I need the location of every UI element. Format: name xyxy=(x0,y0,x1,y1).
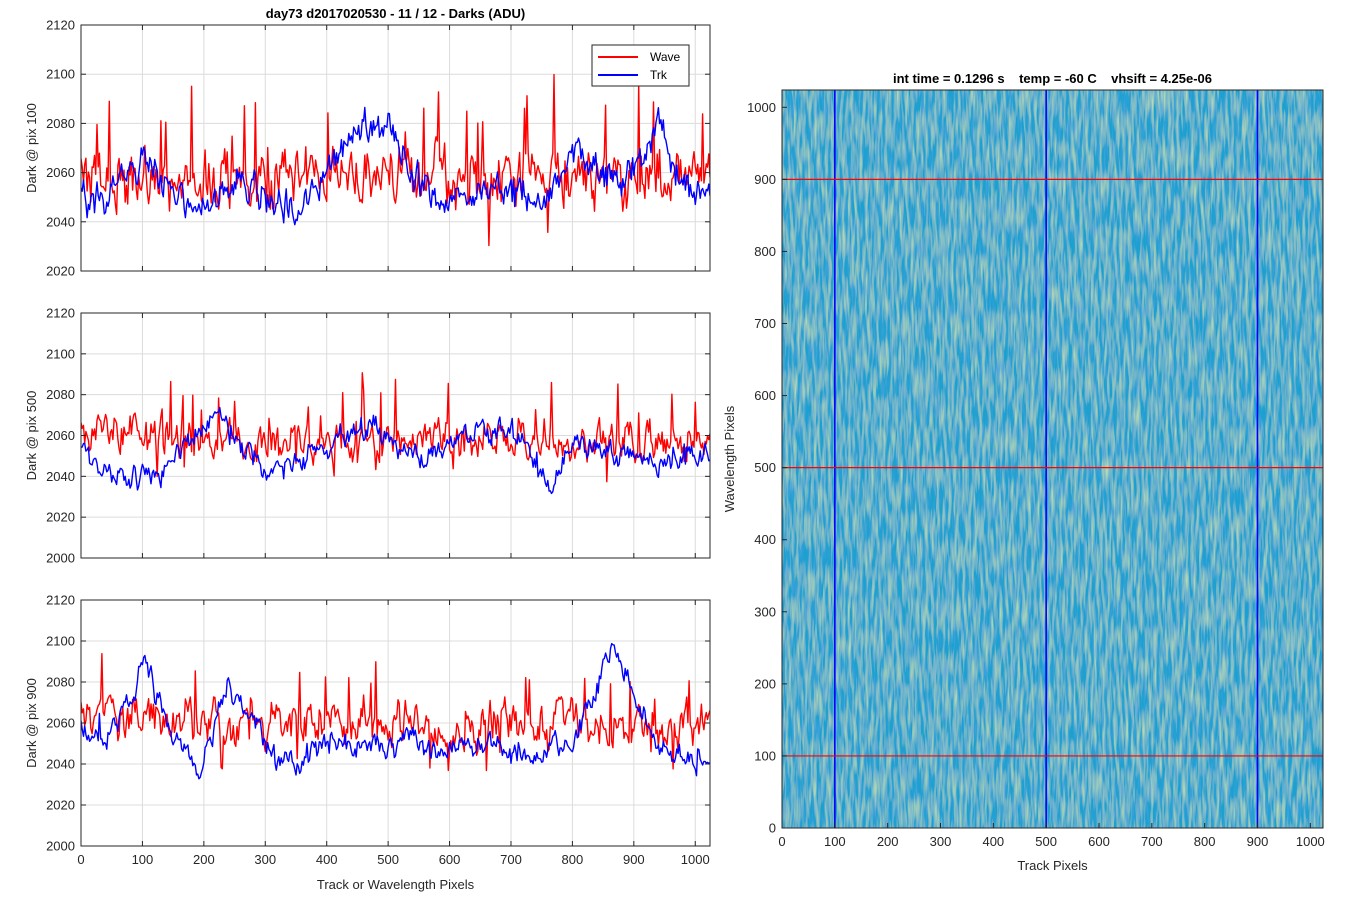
x-tick-label: 200 xyxy=(877,834,899,849)
y-tick-label: 100 xyxy=(754,748,776,763)
heatmap-plot: 0 100 200 300 400 500 600 700 800 900 1000 0 100 200 3… xyxy=(722,89,1325,873)
x-tick-label: 900 xyxy=(623,852,645,867)
y-tick-label: 300 xyxy=(754,604,776,619)
x-tick-label: 1000 xyxy=(1296,834,1325,849)
x-tick-label: 500 xyxy=(377,852,399,867)
axes-frame xyxy=(80,24,711,272)
x-tick-label: 700 xyxy=(500,852,522,867)
y-tick-label: 1000 xyxy=(747,100,776,115)
series-line-wave xyxy=(81,372,710,483)
y-axis-label: Dark @ pix 100 xyxy=(24,103,39,193)
x-tick-label: 900 xyxy=(1247,834,1269,849)
legend: Wave Trk xyxy=(591,44,690,87)
y-tick-label: 2100 xyxy=(46,346,75,361)
y-tick-label: 2040 xyxy=(46,757,75,772)
y-tick-label: 600 xyxy=(754,388,776,403)
y-tick-label: 2080 xyxy=(46,116,75,131)
x-tick-label: 300 xyxy=(930,834,952,849)
x-axis-label: Track Pixels xyxy=(1017,858,1088,873)
legend-label-trk: Trk xyxy=(650,68,668,82)
y-tick-label: 2120 xyxy=(46,18,75,33)
y-tick-label: 2080 xyxy=(46,675,75,690)
y-tick-label: 0 xyxy=(769,821,776,836)
y-tick-label: 2020 xyxy=(46,510,75,525)
x-tick-label: 800 xyxy=(1194,834,1216,849)
y-tick-label: 2040 xyxy=(46,214,75,229)
series-line-wave xyxy=(81,653,710,772)
series-line-wave xyxy=(81,73,710,247)
heatmap-image xyxy=(782,90,1323,828)
y-axis-label: Wavelength Pixels xyxy=(722,405,737,512)
x-tick-label: 500 xyxy=(1035,834,1057,849)
series-group xyxy=(81,642,710,780)
y-tick-label: 2020 xyxy=(46,264,75,279)
y-tick-label: 2120 xyxy=(46,593,75,608)
plot-dark-pix-500: 2000 2020 2040 2060 2080 2100 2120 Dark @ pix 5… xyxy=(24,306,711,566)
x-tick-label: 300 xyxy=(254,852,276,867)
y-tick-label: 2000 xyxy=(46,551,75,566)
x-axis-label: Track or Wavelength Pixels xyxy=(317,877,475,892)
y-tick-label: 400 xyxy=(754,532,776,547)
x-tick-label: 400 xyxy=(982,834,1004,849)
y-tick-label: 2100 xyxy=(46,634,75,649)
axes-frame xyxy=(781,89,1324,829)
x-tick-label: 100 xyxy=(824,834,846,849)
y-tick-label: 2020 xyxy=(46,798,75,813)
y-tick-label: 2060 xyxy=(46,165,75,180)
x-tick-label: 0 xyxy=(778,834,785,849)
x-tick-label: 700 xyxy=(1141,834,1163,849)
x-tick-label: 1000 xyxy=(681,852,710,867)
series-group xyxy=(81,73,710,247)
y-tick-label: 2000 xyxy=(46,839,75,854)
series-line-trk xyxy=(81,106,710,226)
y-tick-label: 200 xyxy=(754,676,776,691)
y-tick-label: 2060 xyxy=(46,716,75,731)
series-line-trk xyxy=(81,406,710,495)
x-tick-label: 100 xyxy=(132,852,154,867)
y-tick-label: 900 xyxy=(754,172,776,187)
heatmap-title: int time = 0.1296 s temp = -60 C vhsift … xyxy=(893,71,1212,86)
y-tick-label: 2060 xyxy=(46,428,75,443)
y-tick-label: 700 xyxy=(754,316,776,331)
x-tick-label: 800 xyxy=(562,852,584,867)
y-tick-label: 500 xyxy=(754,460,776,475)
y-tick-label: 2040 xyxy=(46,469,75,484)
y-tick-label: 2120 xyxy=(46,306,75,321)
y-tick-label: 800 xyxy=(754,244,776,259)
x-tick-label: 0 xyxy=(77,852,84,867)
y-tick-label: 2100 xyxy=(46,67,75,82)
legend-label-wave: Wave xyxy=(650,50,681,64)
x-tick-label: 600 xyxy=(1088,834,1110,849)
legend-box xyxy=(591,44,690,87)
x-tick-label: 600 xyxy=(439,852,461,867)
x-tick-label: 200 xyxy=(193,852,215,867)
y-tick-label: 2080 xyxy=(46,387,75,402)
x-tick-label: 400 xyxy=(316,852,338,867)
series-line-trk xyxy=(81,642,710,780)
y-axis-label: Dark @ pix 500 xyxy=(24,391,39,481)
top-plot-title: day73 d2017020530 - 11 / 12 - Darks (ADU… xyxy=(266,6,525,21)
plot-dark-pix-900: 0 100 200 300 400 500 600 700 800 900 1000 2000 2020… xyxy=(24,593,711,892)
y-axis-label: Dark @ pix 900 xyxy=(24,678,39,768)
series-group xyxy=(81,372,710,495)
